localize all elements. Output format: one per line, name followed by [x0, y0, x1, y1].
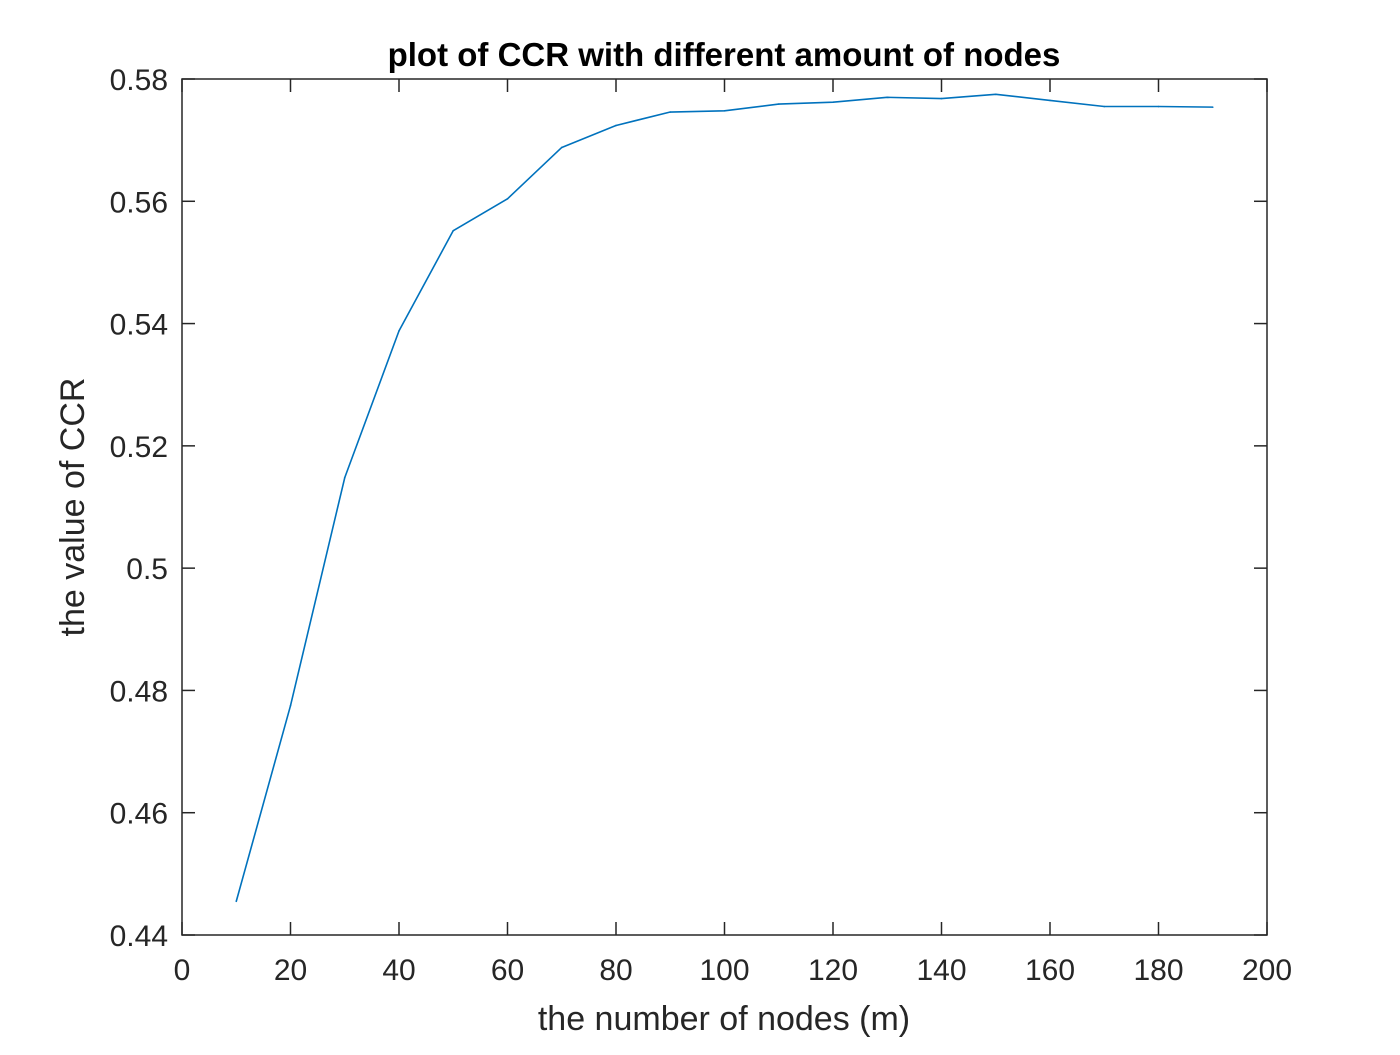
y-tick-label: 0.46: [110, 798, 168, 831]
x-tick-label: 180: [1133, 954, 1183, 987]
data-point: [1211, 106, 1214, 108]
chart-title: plot of CCR with different amount of nod…: [388, 36, 1061, 73]
data-point: [940, 97, 943, 100]
x-tick-label: 0: [174, 954, 191, 987]
data-point: [560, 146, 563, 149]
y-tick-label: 0.54: [110, 309, 168, 342]
data-point: [615, 124, 617, 127]
y-tick-labels: 0.44 0.46 0.48 0.5 0.52 0.54 0.56 0.58: [110, 64, 168, 953]
x-tick-labels: 0 20 40 60 80 100 120 140 160 180 200: [174, 954, 1292, 987]
data-point: [994, 93, 997, 96]
x-tick-label: 40: [382, 954, 415, 987]
data-point: [1157, 105, 1160, 108]
data-point: [452, 229, 455, 232]
x-tick-label: 200: [1242, 954, 1292, 987]
data-point: [506, 198, 509, 200]
y-tick-label: 0.44: [110, 920, 168, 953]
series-layer: [235, 93, 1214, 903]
x-tick-label: 20: [274, 954, 307, 987]
data-point: [669, 111, 672, 113]
x-tick-label: 100: [699, 954, 749, 987]
y-tick-label: 0.5: [126, 553, 168, 586]
y-tick-label: 0.58: [110, 64, 168, 97]
plot-area-frame: [181, 78, 1268, 936]
x-tick-label: 140: [916, 954, 966, 987]
x-tick-label: 120: [808, 954, 858, 987]
data-point: [235, 900, 238, 903]
data-point: [343, 476, 346, 479]
x-tick-label: 60: [491, 954, 524, 987]
data-point: [777, 103, 780, 105]
y-tick-label: 0.52: [110, 431, 168, 464]
data-point: [1049, 99, 1051, 102]
y-axis-label: the value of CCR: [54, 378, 92, 637]
data-point: [886, 96, 889, 99]
data-point: [832, 101, 834, 104]
data-point: [289, 704, 292, 707]
x-tick-label: 80: [599, 954, 632, 987]
y-tick-label: 0.48: [110, 675, 168, 708]
y-tick-label: 0.56: [110, 186, 168, 219]
x-tick-label: 160: [1025, 954, 1075, 987]
data-point: [398, 330, 400, 332]
x-axis-label: the number of nodes (m): [538, 1000, 910, 1038]
data-point: [1103, 105, 1106, 108]
data-point: [723, 109, 726, 112]
